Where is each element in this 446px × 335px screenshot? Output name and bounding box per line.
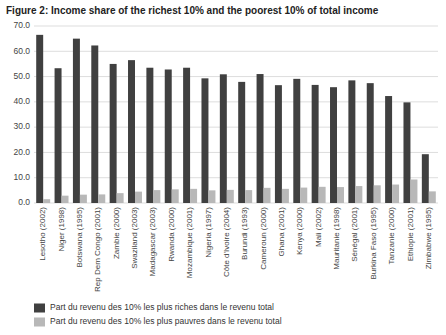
bar [220,74,227,203]
bar [429,191,436,203]
bar [128,60,135,203]
bar [403,102,410,203]
y-tick-label: 20.0 [13,147,30,157]
x-tick-label: Nigeria (1997) [204,207,213,258]
x-tick-label: Burundi (1993) [240,207,249,260]
legend: Part du revenu des 10% les plus riches d… [34,302,282,326]
chart: Figure 2: Income share of the richest 10… [0,0,446,335]
x-tick-label: Côte d'Ivoire (2004) [222,207,231,277]
grid [34,26,438,203]
x-tick-label: Sénégal (2001) [350,207,359,262]
x-tick-label: Cameroun (2000) [259,207,268,270]
bar [62,196,69,203]
legend-label: Part du revenu des 10% les plus riches d… [50,302,274,312]
bar [98,194,105,203]
x-tick-label: Lesotho (2002) [38,207,47,261]
bar [110,64,117,203]
bar [201,78,208,203]
x-tick-label: Kenya (2000) [295,207,304,255]
bar [275,85,282,203]
legend-swatch [34,318,45,327]
bar [227,190,234,203]
bar [374,185,381,203]
bar [312,85,319,203]
legend-label: Part du revenu des 10% les plus pauvres … [50,316,282,326]
y-tick-label: 30.0 [13,121,30,131]
x-tick-label: Mali (2002) [314,207,323,247]
bar [172,189,179,203]
y-tick-label: 50.0 [13,71,30,81]
bar [183,68,190,203]
bar [36,35,43,203]
y-tick-label: 70.0 [13,20,30,30]
bar [257,74,264,203]
x-tick-label: Niger (1998) [57,207,66,252]
bar [208,190,215,203]
x-tick-label: Zimbabwe (1995) [424,207,433,270]
x-tick-label: Rep Dem Congo (2001) [93,207,102,292]
bar [293,79,300,203]
bar [367,83,374,203]
bar [245,190,252,203]
bar [330,87,337,203]
legend-swatch [34,304,45,313]
bar [80,195,87,203]
bar [43,199,50,203]
bar [165,69,172,203]
y-tick-label: 60.0 [13,46,30,56]
bar [190,189,197,203]
bar [348,80,355,203]
bar [264,188,271,203]
bar [319,187,326,203]
bar [153,190,160,203]
x-tick-label: Ethiopie (2001) [406,207,415,262]
y-tick-label: 0.0 [18,197,30,207]
bars [36,35,436,203]
bar [355,186,362,203]
bar [392,185,399,203]
title: Figure 2: Income share of the richest 10… [6,5,379,16]
bar [337,187,344,203]
grid-line [34,26,438,27]
x-tick-label: Mauritanie (1998) [332,207,341,270]
bar [117,193,124,203]
bar [91,45,98,203]
x-tick-label: Mozambique (2001) [185,207,194,278]
bar [73,39,80,203]
x-tick-label: Rwanda (2000) [167,207,176,262]
bar [282,189,289,203]
x-tick-label: Burkina Faso (1995) [369,207,378,280]
bar [135,192,142,203]
bar [238,82,245,203]
x-tick-label: Ghana (2001) [277,207,286,257]
bar [410,179,417,203]
x-tick-label: Botswana (1995) [75,207,84,268]
x-tick-label: Tanzanie (2000) [387,207,396,265]
x-tick-label: Swaziland (2003) [130,207,139,269]
y-tick-label: 40.0 [13,96,30,106]
bar [385,96,392,203]
bar [146,68,153,203]
y-tick-label: 10.0 [13,172,30,182]
bar [55,68,62,203]
bar [422,154,429,203]
bar [300,188,307,203]
x-tick-label: Zambie (2000) [112,207,121,259]
x-tick-label: Madagascar (2003) [148,207,157,277]
